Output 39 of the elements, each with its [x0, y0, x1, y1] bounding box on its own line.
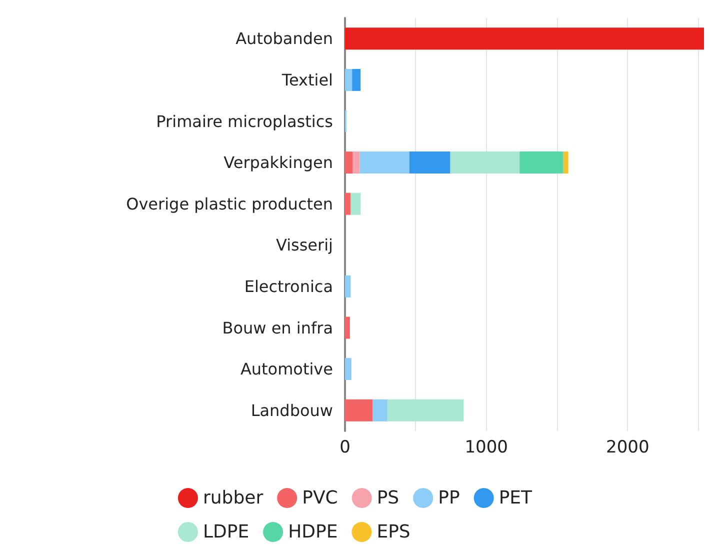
x-tick-label: 1000 — [464, 438, 508, 458]
bar — [360, 152, 410, 174]
y-tick-label: Visserij — [276, 236, 333, 255]
legend-label: LDPE — [202, 522, 250, 542]
y-tick-label: Primaire microplastics — [156, 112, 333, 131]
legend-label: rubber — [202, 488, 264, 508]
y-tick-label: Overige plastic producten — [126, 194, 333, 214]
legend-label: PVC — [302, 488, 338, 508]
x-tick-label: 2000 — [606, 438, 650, 458]
bar — [520, 152, 564, 174]
bar — [345, 28, 704, 50]
y-tick-label: Electronica — [244, 276, 333, 296]
legend-label: PET — [498, 488, 534, 508]
bar — [345, 68, 352, 91]
bar — [345, 192, 351, 215]
y-tick-label: Landbouw — [250, 400, 333, 420]
legend-label: EPS — [376, 522, 410, 542]
bar — [372, 399, 388, 422]
y-tick-label: Automotive — [240, 360, 333, 379]
bar — [563, 152, 568, 174]
legend-label: HDPE — [288, 522, 338, 542]
y-tick-label: Textiel — [280, 70, 333, 90]
bar — [450, 152, 520, 174]
bar — [345, 152, 353, 174]
bar — [345, 316, 350, 339]
bar — [345, 399, 373, 422]
bar — [352, 152, 360, 174]
bar — [345, 275, 351, 298]
y-tick-label: Verpakkingen — [224, 153, 333, 172]
bar — [409, 152, 450, 174]
bar — [345, 358, 352, 380]
bar — [350, 192, 361, 215]
y-tick-label: Bouw en infra — [222, 318, 333, 338]
bar — [352, 68, 361, 91]
x-tick-label: 0 — [340, 438, 350, 458]
legend-label: PP — [438, 488, 460, 508]
bar — [387, 399, 464, 422]
y-tick-label: Autobanden — [236, 29, 333, 48]
legend-label: PS — [376, 488, 400, 508]
